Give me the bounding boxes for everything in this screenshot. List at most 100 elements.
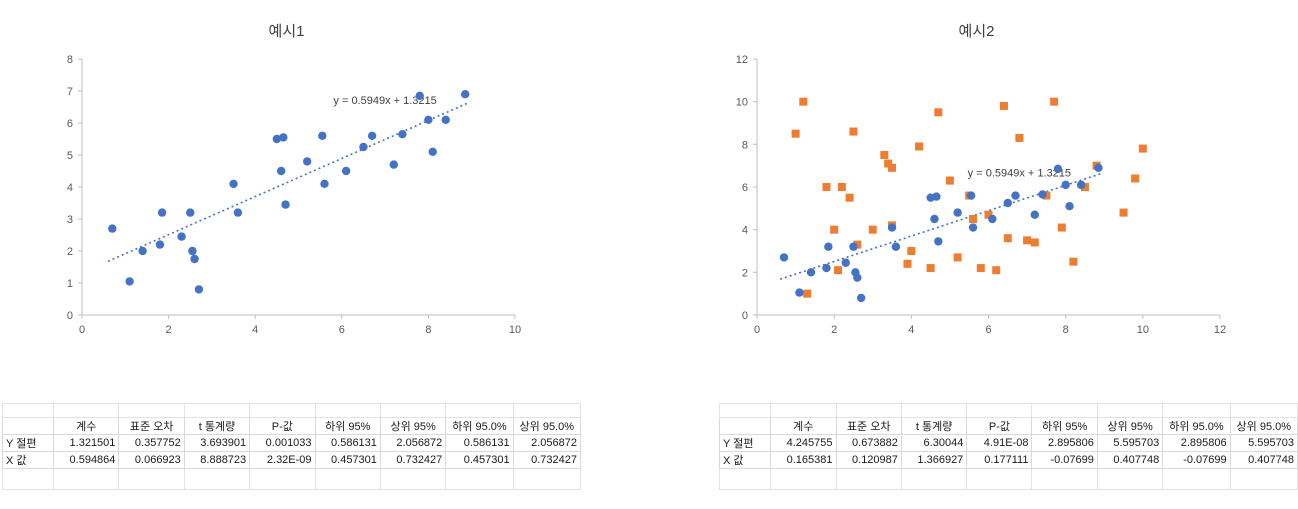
cell[interactable]: 6.30044 [900,434,968,452]
cell[interactable] [1,417,55,435]
cell[interactable] [183,403,251,418]
svg-text:2: 2 [831,324,837,336]
cell[interactable] [1162,468,1231,490]
cell[interactable] [966,403,1033,418]
header-upper-95-0[interactable]: 상위 95.0% [512,417,582,435]
cell[interactable]: 8.888723 [183,451,251,469]
header-standard-error[interactable]: 표준 오차 [118,417,185,435]
header-lower-95[interactable]: 하위 95% [1031,417,1098,435]
cell[interactable] [183,468,251,490]
cell[interactable] [118,403,185,418]
cell[interactable]: 0.457301 [445,451,514,469]
cell[interactable] [1,403,55,418]
cell[interactable]: 0.586131 [314,434,381,452]
cell[interactable]: 0.732427 [512,451,582,469]
cell[interactable]: 4.245755 [770,434,837,452]
cell[interactable] [1031,468,1098,490]
cell[interactable] [770,403,837,418]
cell[interactable]: 4.91E-08 [966,434,1033,452]
header-upper-95-0[interactable]: 상위 95.0% [1229,417,1298,435]
cell[interactable]: 0.407748 [1229,451,1298,469]
scatter-plot-example2[interactable]: 0 2 4 6 8 10 12 0 2 4 6 8 10 12 y = 0.5949x + 1.3215 [689,49,1264,349]
cell[interactable]: 0.407748 [1096,451,1164,469]
cell[interactable]: 2.895806 [1031,434,1098,452]
cell[interactable]: 2.056872 [379,434,447,452]
regression-table-example2: 계수 표준 오차 t 통계량 P-값 하위 95% 상위 95% 하위 95.0… [718,403,1298,490]
cell[interactable]: 0.066923 [118,451,185,469]
header-upper-95[interactable]: 상위 95% [1096,417,1164,435]
row-label-x-value[interactable]: X 값 [718,451,772,469]
header-lower-95-0[interactable]: 하위 95.0% [1162,417,1231,435]
header-p-value[interactable]: P-값 [249,417,316,435]
cell[interactable]: 0.357752 [118,434,185,452]
cell[interactable] [379,468,447,490]
regression-tables-row: 계수 표준 오차 t 통계량 P-값 하위 95% 상위 95% 하위 95.0… [1,403,1298,490]
cell[interactable]: -0.07699 [1031,451,1098,469]
row-label-y-intercept[interactable]: Y 절편 [1,434,55,452]
cell[interactable] [835,468,902,490]
scatter-plot-example1[interactable]: 0 2 4 6 8 10 0 1 2 3 4 5 6 7 8 y = 0.5949x + 1.3215 [14,49,559,349]
cell[interactable]: -0.07699 [1162,451,1231,469]
cell[interactable] [314,468,381,490]
cell[interactable] [1096,468,1164,490]
cell[interactable] [1031,403,1098,418]
cell[interactable]: 5.595703 [1229,434,1298,452]
cell[interactable]: 3.693901 [183,434,251,452]
row-label-y-intercept[interactable]: Y 절편 [718,434,772,452]
header-t-stat[interactable]: t 통계량 [183,417,251,435]
cell[interactable]: 0.177111 [966,451,1033,469]
chart-object-example1[interactable]: 예시1 0 2 4 6 8 10 0 1 2 3 4 5 6 7 8 y = 0.5949x + 1.3215 [14,6,559,349]
cell[interactable] [718,403,772,418]
svg-text:0: 0 [67,310,73,322]
cell[interactable] [718,468,772,490]
cell[interactable] [249,468,316,490]
cell[interactable] [512,403,582,418]
header-lower-95-0[interactable]: 하위 95.0% [445,417,514,435]
cell[interactable] [53,468,120,490]
cell[interactable] [1,468,55,490]
cell[interactable]: 0.732427 [379,451,447,469]
cell[interactable] [1229,468,1298,490]
cell[interactable]: 0.586131 [445,434,514,452]
cell[interactable] [445,468,514,490]
header-coefficient[interactable]: 계수 [53,417,120,435]
cell[interactable] [445,403,514,418]
header-t-stat[interactable]: t 통계량 [900,417,968,435]
cell[interactable] [900,468,968,490]
cell[interactable] [900,403,968,418]
cell[interactable] [966,468,1033,490]
cell[interactable]: 2.056872 [512,434,582,452]
cell[interactable] [1229,403,1298,418]
cell[interactable]: 0.594864 [53,451,120,469]
header-upper-95[interactable]: 상위 95% [379,417,447,435]
cell[interactable]: 1.366927 [900,451,968,469]
cell[interactable]: 5.595703 [1096,434,1164,452]
header-p-value[interactable]: P-값 [966,417,1033,435]
header-standard-error[interactable]: 표준 오차 [835,417,902,435]
cell[interactable]: 0.120987 [835,451,902,469]
cell[interactable]: 1.321501 [53,434,120,452]
cell[interactable] [379,403,447,418]
cell[interactable] [718,417,772,435]
cell[interactable] [53,403,120,418]
cell[interactable]: 0.001033 [249,434,316,452]
cell[interactable] [314,403,381,418]
cell[interactable] [1162,403,1231,418]
cell[interactable]: 0.673882 [835,434,902,452]
table-row: X 값 0.594864 0.066923 8.888723 2.32E-09 … [1,451,582,469]
cell[interactable] [512,468,582,490]
row-label-x-value[interactable]: X 값 [1,451,55,469]
header-lower-95[interactable]: 하위 95% [314,417,381,435]
cell[interactable] [770,468,837,490]
table-row [718,403,1298,418]
cell[interactable]: 2.32E-09 [249,451,316,469]
cell[interactable] [249,403,316,418]
cell[interactable] [835,403,902,418]
chart-object-example2[interactable]: 예시2 0 2 4 6 8 10 12 0 2 4 6 8 10 12 y = 0.5949x + 1.32… [689,6,1264,349]
cell[interactable]: 0.165381 [770,451,837,469]
cell[interactable]: 0.457301 [314,451,381,469]
cell[interactable]: 2.895806 [1162,434,1231,452]
header-coefficient[interactable]: 계수 [770,417,837,435]
cell[interactable] [1096,403,1164,418]
cell[interactable] [118,468,185,490]
